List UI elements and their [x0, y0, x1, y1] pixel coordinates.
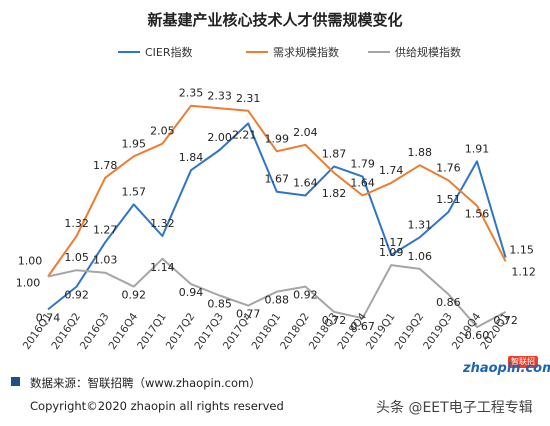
legend-label-0: CIER指数 — [145, 45, 193, 59]
zhaopin-logo: 智联招聘 zhaopin.com — [463, 356, 550, 378]
data-label: 1.51 — [436, 193, 461, 206]
logo-wordmark: zhaopin.com — [463, 361, 550, 376]
data-label: 1.17 — [379, 236, 404, 249]
data-label: 2.04 — [293, 126, 318, 139]
data-label: 0.77 — [236, 308, 261, 321]
series-line-1 — [47, 104, 507, 278]
data-label: 1.91 — [465, 142, 490, 155]
data-label: 1.78 — [93, 159, 118, 172]
data-label: 0.67 — [350, 320, 375, 333]
data-label: 2.35 — [179, 87, 204, 100]
data-label: 1.00 — [18, 255, 43, 268]
data-label: 0.92 — [122, 289, 147, 302]
data-label: 1.76 — [436, 161, 461, 174]
data-label: 0.92 — [64, 289, 89, 302]
data-label: 1.12 — [511, 265, 536, 278]
data-label: 0.92 — [293, 289, 318, 302]
data-label: 1.95 — [122, 137, 147, 150]
data-label: 2.05 — [150, 125, 175, 138]
data-label: 1.79 — [350, 158, 375, 171]
data-label: 1.32 — [150, 217, 175, 230]
data-label: 0.72 — [322, 314, 347, 327]
data-label: 1.56 — [465, 208, 490, 221]
legend-label-2: 供给规模指数 — [395, 45, 461, 59]
data-label: 1.64 — [293, 177, 318, 190]
data-label: 1.74 — [379, 164, 404, 177]
data-label: 0.94 — [179, 286, 204, 299]
data-label: 1.32 — [64, 217, 89, 230]
data-label: 0.85 — [207, 298, 232, 311]
legend: CIER指数 需求规模指数 供给规模指数 — [118, 45, 461, 59]
series-line-2 — [47, 257, 507, 329]
data-label: 1.15 — [509, 244, 534, 257]
copyright-note: Copyright©2020 zhaopin all rights reserv… — [30, 399, 284, 413]
data-label: 0.74 — [36, 311, 61, 324]
data-label: 0.88 — [265, 294, 290, 307]
data-label: 1.31 — [408, 218, 433, 231]
data-label: 1.03 — [93, 254, 118, 267]
logo-badge: 智联招聘 — [508, 356, 538, 378]
x-axis: 2016Q12016Q22016Q32016Q42017Q12017Q22017… — [21, 311, 512, 352]
data-label: 2.31 — [236, 92, 261, 105]
source-note: 数据来源：智联招聘（www.zhaopin.com） — [30, 376, 261, 390]
series-lines — [47, 104, 507, 329]
data-label: 1.99 — [265, 132, 290, 145]
data-label: 0.86 — [436, 296, 461, 309]
data-label: 2.00 — [207, 131, 232, 144]
watermark: 头条 @EET电子工程专辑 — [376, 400, 533, 416]
legend-label-1: 需求规模指数 — [273, 45, 339, 59]
data-label: 1.14 — [150, 261, 175, 274]
data-label: 1.27 — [93, 223, 118, 236]
data-labels: 0.740.921.271.571.321.842.00 2.211.67 1.64… — [16, 87, 536, 342]
data-label: 0.60 — [465, 329, 490, 342]
data-label: 1.06 — [408, 250, 433, 263]
data-label: 1.64 — [350, 177, 375, 190]
data-label: 1.57 — [122, 185, 147, 198]
data-label: 1.84 — [179, 151, 204, 164]
data-label: 2.21 — [232, 128, 257, 141]
data-label: 1.87 — [322, 147, 347, 160]
source-marker — [11, 377, 20, 386]
chart-title: 新基建产业核心技术人才供需规模变化 — [147, 11, 402, 29]
data-label: 0.72 — [493, 314, 518, 327]
data-label: 1.00 — [16, 277, 41, 290]
data-label: 1.05 — [64, 251, 89, 264]
series-line-0 — [47, 122, 507, 311]
data-label: 1.09 — [379, 246, 404, 259]
data-label: 1.88 — [408, 146, 433, 159]
data-label: 1.67 — [265, 173, 290, 186]
data-label: 2.33 — [207, 89, 232, 102]
data-label: 1.82 — [322, 187, 347, 200]
